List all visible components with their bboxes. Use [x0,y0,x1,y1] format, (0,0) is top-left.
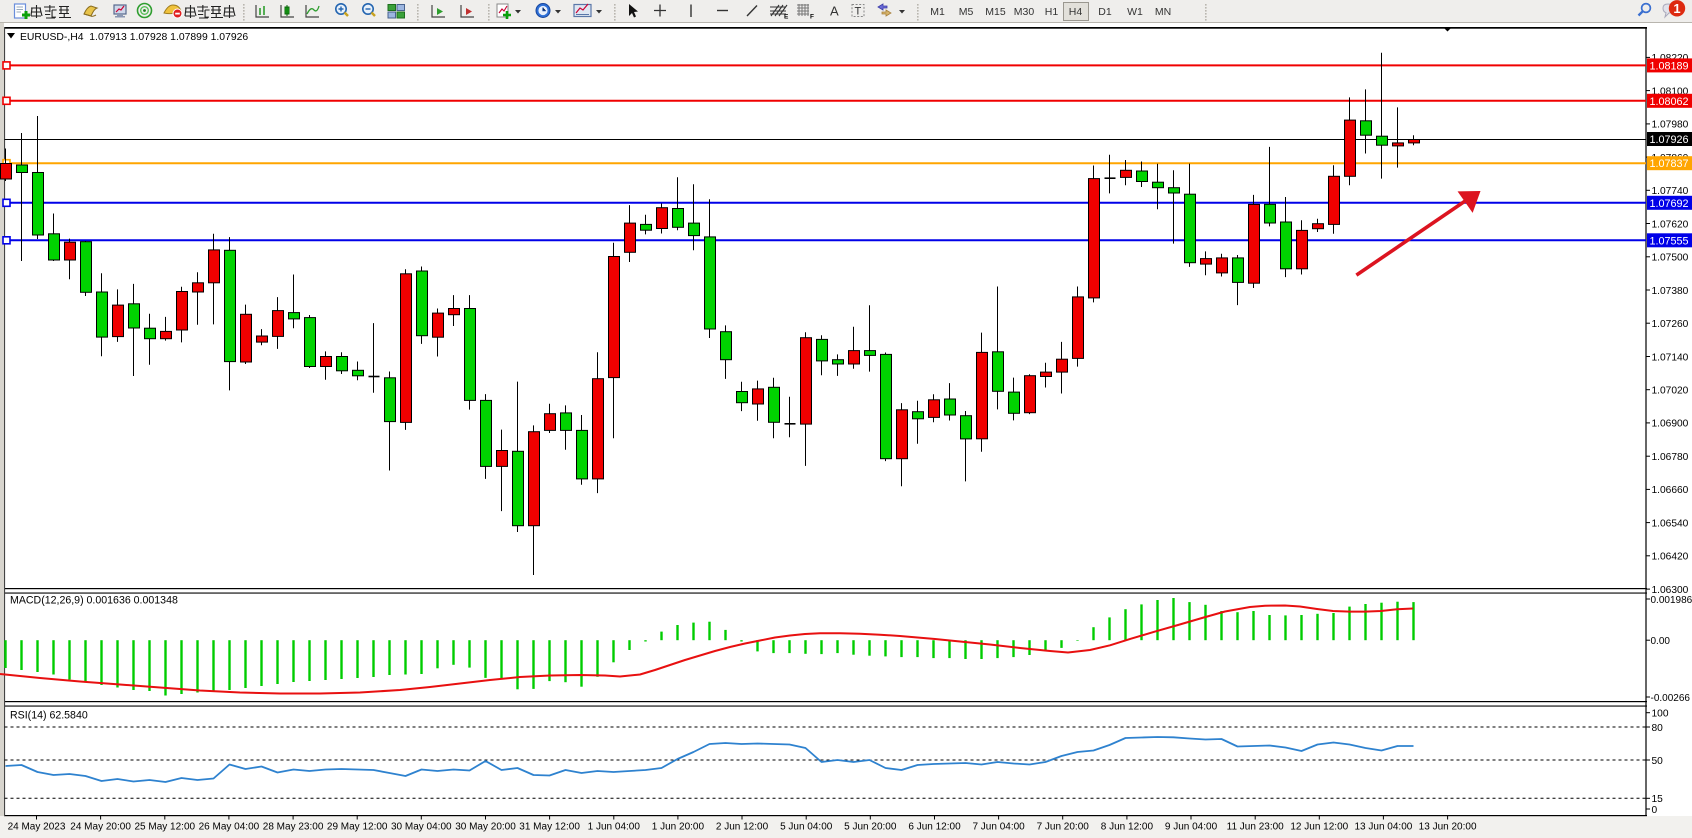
svg-text:24 May 20:00: 24 May 20:00 [70,821,131,832]
svg-text:M15: M15 [985,6,1006,18]
svg-text:MACD(12,26,9) 0.001636 0.00134: MACD(12,26,9) 0.001636 0.001348 [10,595,178,607]
svg-text:1.07740: 1.07740 [1652,186,1689,197]
svg-text:30 May 04:00: 30 May 04:00 [391,821,452,832]
svg-text:31 May 12:00: 31 May 12:00 [519,821,580,832]
svg-text:5 Jun 04:00: 5 Jun 04:00 [780,821,833,832]
svg-text:-0.00266: -0.00266 [1651,693,1691,704]
svg-text:E: E [784,14,789,21]
svg-text:15: 15 [1652,794,1664,805]
svg-text:1.06420: 1.06420 [1652,552,1689,563]
svg-text:1.06780: 1.06780 [1652,452,1689,463]
svg-text:50: 50 [1652,756,1664,767]
svg-text:0.001986: 0.001986 [1651,595,1692,606]
svg-text:7 Jun 20:00: 7 Jun 20:00 [1037,821,1090,832]
svg-text:1.08100: 1.08100 [1652,86,1689,97]
svg-text:D1: D1 [1098,6,1112,18]
svg-text:W1: W1 [1127,6,1143,18]
svg-text:RSI(14) 62.5840: RSI(14) 62.5840 [10,710,88,722]
svg-text:M1: M1 [930,6,945,18]
svg-text:13 Jun 20:00: 13 Jun 20:00 [1419,821,1477,832]
svg-text:1: 1 [1673,1,1680,16]
svg-text:80: 80 [1652,723,1664,734]
svg-text:T: T [855,6,862,18]
svg-text:1 Jun 04:00: 1 Jun 04:00 [588,821,641,832]
svg-text:H1: H1 [1045,6,1059,18]
svg-text:1.06540: 1.06540 [1652,518,1689,529]
svg-text:1.07380: 1.07380 [1652,286,1689,297]
svg-text:13 Jun 04:00: 13 Jun 04:00 [1354,821,1412,832]
svg-text:M5: M5 [959,6,974,18]
svg-text:1.07260: 1.07260 [1652,319,1689,330]
svg-text:0.00: 0.00 [1651,636,1671,647]
svg-text:1.06300: 1.06300 [1652,585,1689,596]
svg-text:2 Jun 12:00: 2 Jun 12:00 [716,821,769,832]
svg-text:1.07926: 1.07926 [1650,134,1689,146]
svg-text:30 May 20:00: 30 May 20:00 [455,821,516,832]
svg-text:28 May 23:00: 28 May 23:00 [263,821,324,832]
svg-text:11 Jun 23:00: 11 Jun 23:00 [1227,821,1285,832]
svg-text:1.07980: 1.07980 [1652,120,1689,131]
svg-text:25 May 12:00: 25 May 12:00 [134,821,195,832]
svg-text:1.08062: 1.08062 [1650,96,1689,108]
svg-text:12 Jun 12:00: 12 Jun 12:00 [1290,821,1348,832]
svg-text:26 May 04:00: 26 May 04:00 [199,821,260,832]
svg-text:9 Jun 04:00: 9 Jun 04:00 [1165,821,1218,832]
svg-text:MN: MN [1155,6,1171,18]
svg-text:8 Jun 12:00: 8 Jun 12:00 [1101,821,1154,832]
svg-text:1.07555: 1.07555 [1650,235,1689,247]
svg-text:5 Jun 20:00: 5 Jun 20:00 [844,821,897,832]
svg-text:1.08189: 1.08189 [1650,60,1689,72]
svg-text:1.07020: 1.07020 [1652,386,1689,397]
svg-text:M30: M30 [1014,6,1035,18]
svg-text:1 Jun 20:00: 1 Jun 20:00 [652,821,705,832]
svg-text:100: 100 [1652,709,1669,720]
svg-text:H4: H4 [1069,6,1083,18]
svg-text:1.07620: 1.07620 [1652,219,1689,230]
svg-text:1.07500: 1.07500 [1652,253,1689,264]
svg-text:1.07837: 1.07837 [1650,158,1689,170]
svg-text:7 Jun 04:00: 7 Jun 04:00 [972,821,1025,832]
svg-text:24 May 2023: 24 May 2023 [8,821,66,832]
svg-text:1.06660: 1.06660 [1652,485,1689,496]
svg-text:F: F [810,14,814,21]
svg-text:A: A [830,4,839,19]
svg-text:EURUSD-,H4 1.07913 1.07928 1.: EURUSD-,H4 1.07913 1.07928 1.07899 1.079… [20,32,248,43]
svg-text:29 May 12:00: 29 May 12:00 [327,821,388,832]
svg-text:1.07140: 1.07140 [1652,352,1689,363]
svg-text:6 Jun 12:00: 6 Jun 12:00 [908,821,961,832]
svg-text:1.06900: 1.06900 [1652,419,1689,430]
svg-text:1.07692: 1.07692 [1650,198,1689,210]
svg-text:0: 0 [1652,805,1658,816]
